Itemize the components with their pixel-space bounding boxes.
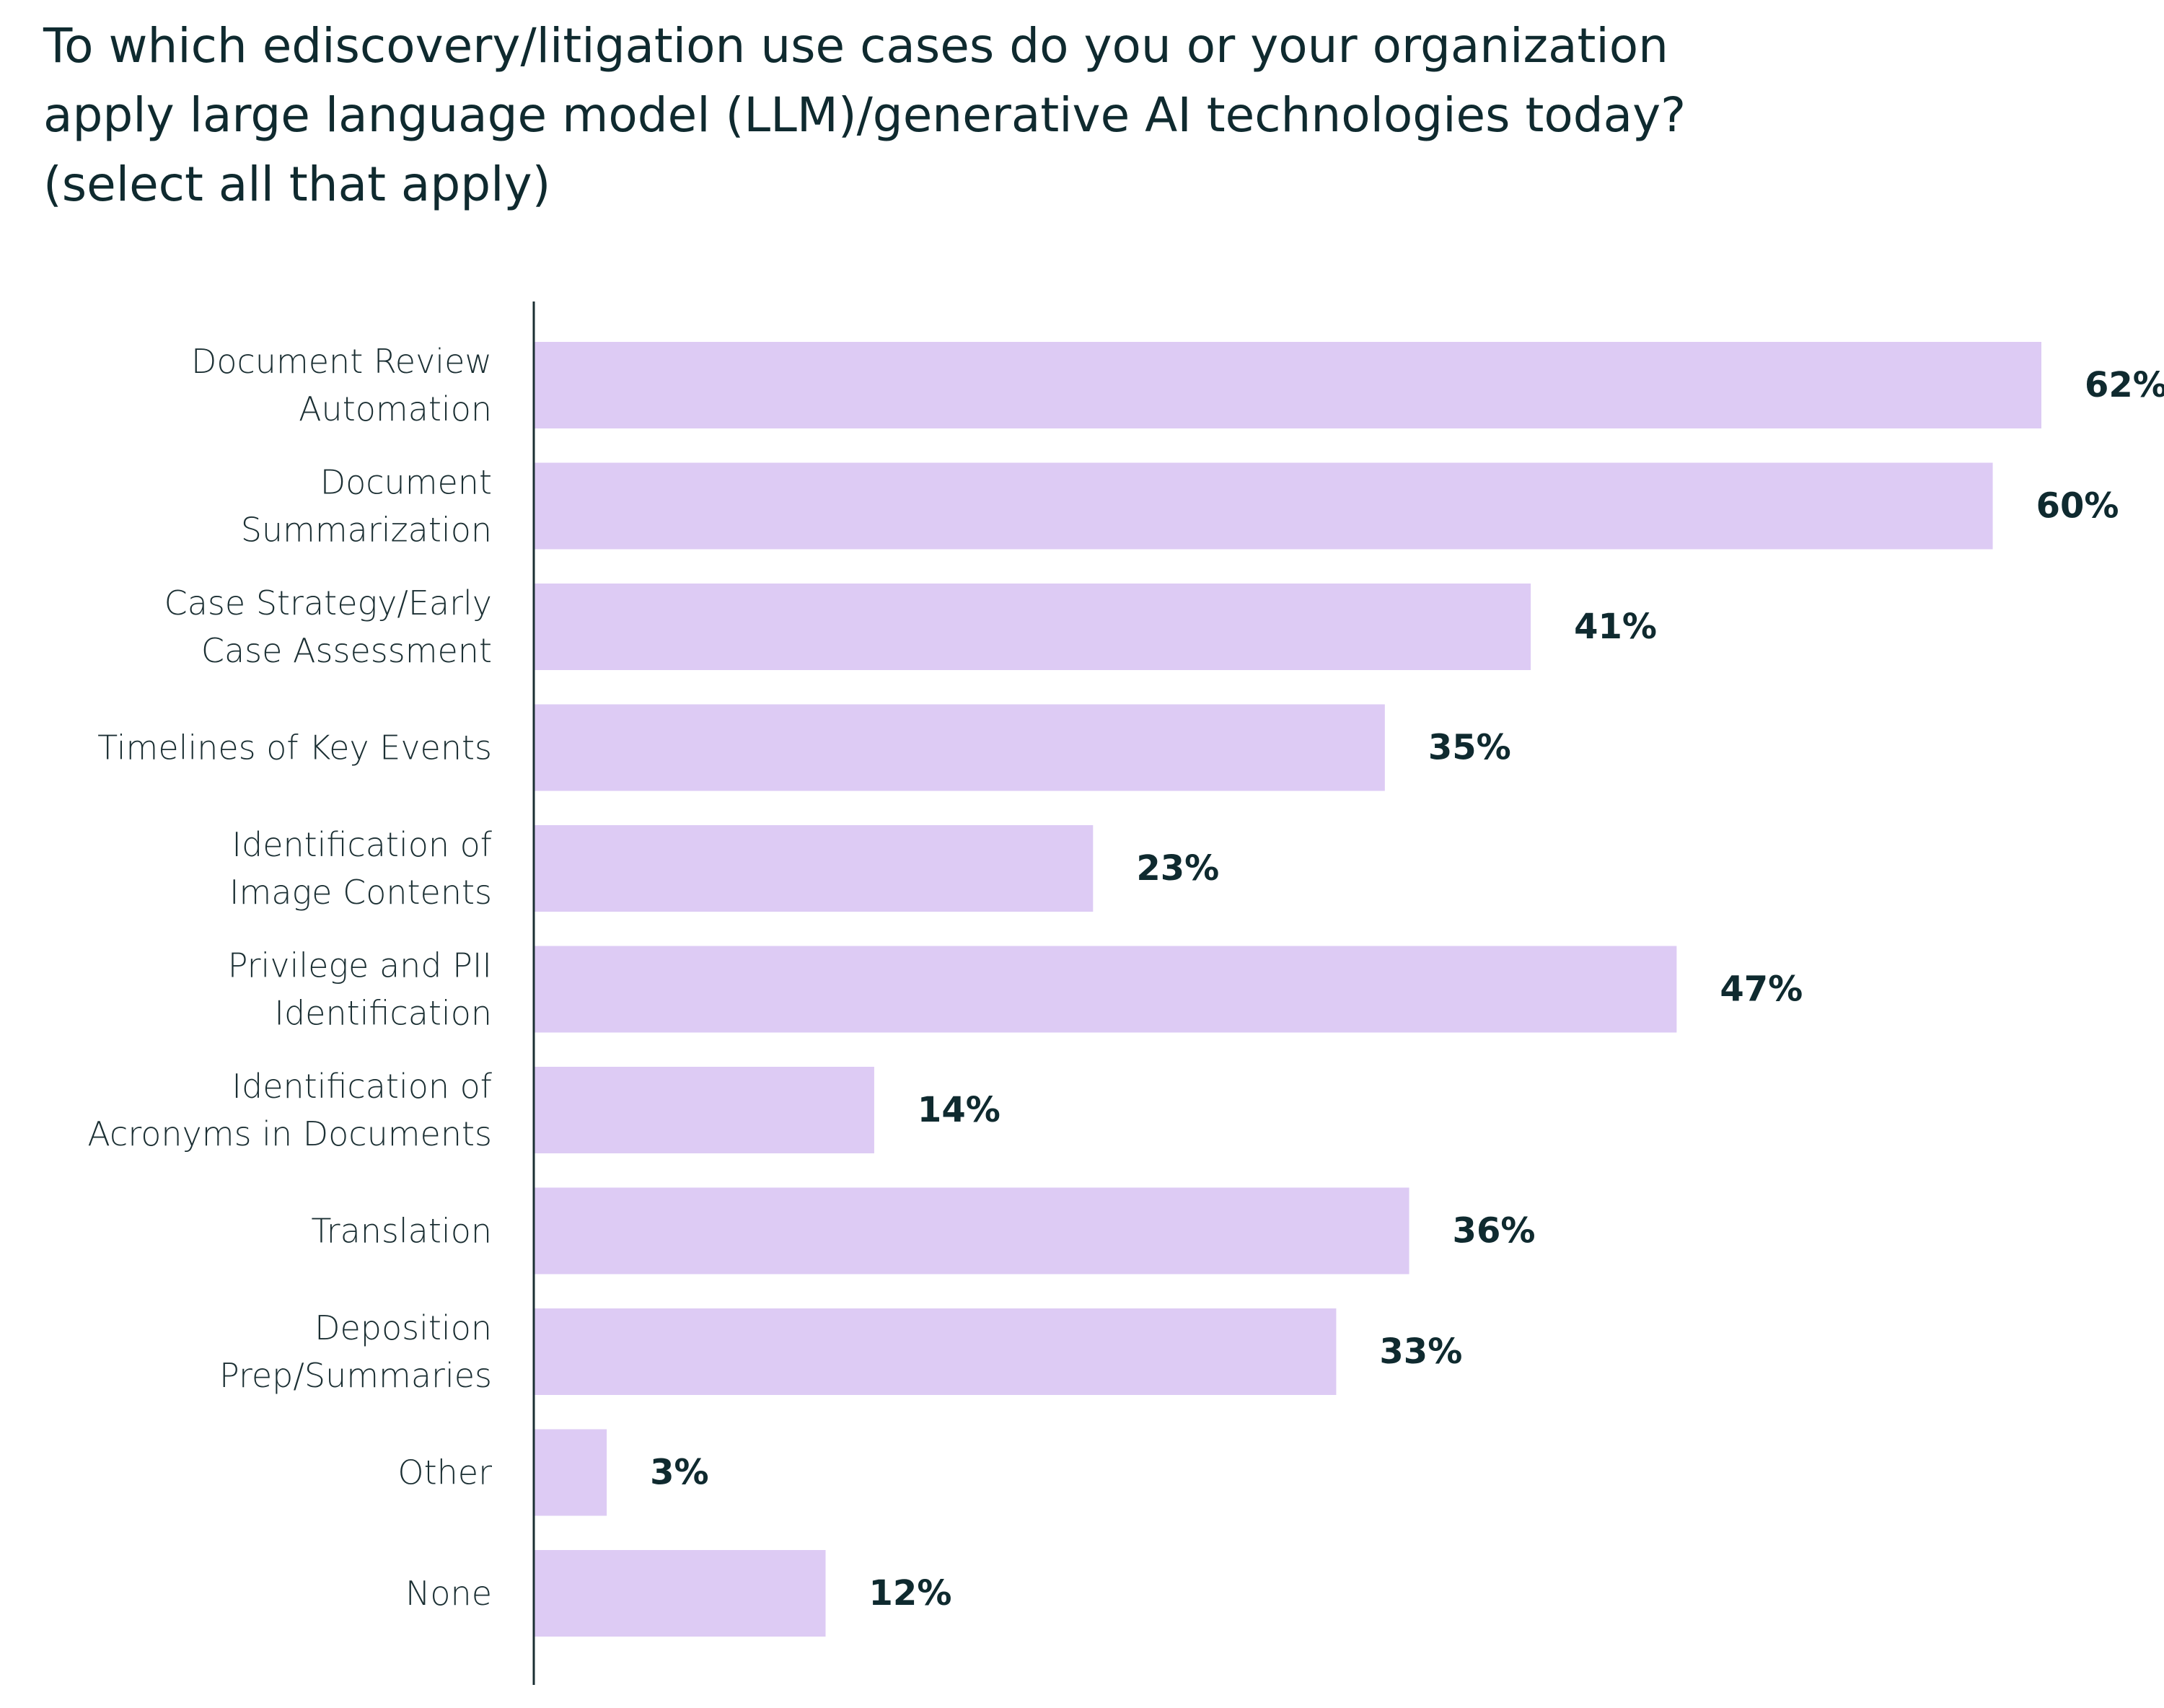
chart-title-line-2: apply large language model (LLM)/generat… [43,87,1686,143]
value-label-7: 36% [1453,1211,1536,1251]
chart-title-line-1: To which ediscovery/litigation use cases… [43,18,1668,74]
value-label-5: 47% [1720,969,1803,1010]
bar-3 [534,704,1385,791]
bar-9 [534,1429,607,1516]
value-label-9: 3% [650,1453,709,1493]
value-label-3: 35% [1428,728,1511,768]
value-label-1: 60% [2036,486,2119,527]
bar-4 [534,825,1094,912]
value-label-0: 62% [2085,365,2164,405]
category-label-2-line-1: Case Assessment [201,631,492,670]
bar-2 [534,584,1531,670]
category-label-7-line-0: Translation [311,1212,492,1251]
category-label-4-line-0: Identification of [232,825,492,864]
category-label-8-line-1: Prep/Summaries [219,1356,492,1395]
category-label-8-line-0: Deposition [315,1308,492,1347]
bar-6 [534,1067,874,1153]
bar-10 [534,1550,826,1637]
value-label-4: 23% [1136,848,1219,889]
category-label-1-line-0: Document [320,463,492,502]
bar-1 [534,462,1993,550]
category-label-10-line-0: None [405,1574,492,1613]
category-label-9-line-0: Other [397,1453,492,1492]
value-label-8: 33% [1379,1331,1462,1372]
category-label-3-line-0: Timelines of Key Events [97,728,492,767]
value-label-6: 14% [918,1090,1000,1130]
category-label-2-line-0: Case Strategy/Early [164,584,492,622]
category-label-6-line-0: Identification of [232,1067,492,1106]
category-label-0-line-1: Automation [299,389,492,428]
bar-7 [534,1187,1409,1275]
category-label-5-line-0: Privilege and PII [228,946,492,985]
bar-8 [534,1308,1337,1395]
category-label-1-line-1: Summarization [241,511,492,550]
category-label-4-line-1: Image Contents [229,873,492,912]
chart-title-line-3: (select all that apply) [43,157,551,212]
bar-5 [534,946,1677,1033]
bar-0 [534,342,2041,428]
category-label-5-line-1: Identification [274,994,492,1033]
category-label-0-line-0: Document Review [191,342,492,381]
value-label-2: 41% [1574,607,1657,647]
value-label-10: 12% [869,1573,952,1614]
category-label-6-line-1: Acronyms in Documents [87,1114,492,1153]
chart-title: To which ediscovery/litigation use cases… [43,12,2106,219]
